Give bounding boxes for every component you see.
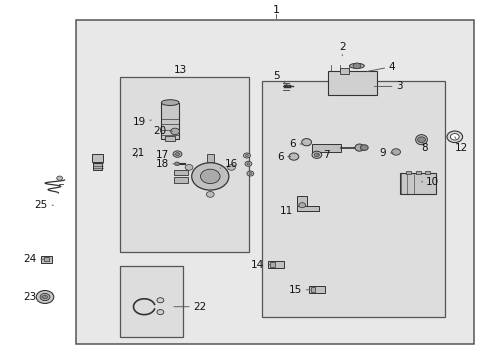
Text: 20: 20	[153, 126, 172, 136]
Circle shape	[206, 192, 214, 197]
Ellipse shape	[415, 135, 427, 145]
Text: 17: 17	[155, 150, 174, 160]
Circle shape	[42, 295, 47, 299]
Text: 18: 18	[155, 159, 174, 169]
Text: 3: 3	[374, 81, 402, 91]
Text: 9: 9	[379, 148, 392, 158]
Text: 14: 14	[250, 260, 269, 270]
Circle shape	[314, 153, 319, 157]
Bar	[415, 171, 420, 174]
Circle shape	[36, 291, 54, 303]
Text: 4: 4	[366, 62, 395, 72]
Bar	[261, 81, 444, 317]
Bar	[120, 77, 249, 252]
Circle shape	[246, 171, 253, 176]
Text: 6: 6	[288, 139, 302, 149]
Text: 1: 1	[272, 5, 279, 15]
Text: 8: 8	[421, 143, 427, 153]
Bar	[206, 154, 213, 162]
Circle shape	[248, 172, 251, 175]
Bar	[405, 171, 410, 174]
Bar	[41, 256, 52, 263]
Bar	[425, 171, 429, 174]
Circle shape	[311, 151, 321, 158]
Circle shape	[170, 128, 179, 135]
Bar	[174, 177, 187, 183]
Ellipse shape	[161, 100, 179, 105]
Circle shape	[449, 134, 458, 140]
Bar	[270, 262, 275, 267]
Circle shape	[417, 137, 425, 143]
Text: 5: 5	[272, 71, 288, 86]
Circle shape	[157, 310, 163, 315]
Circle shape	[301, 139, 311, 146]
Bar	[297, 196, 306, 211]
Text: 11: 11	[280, 206, 299, 216]
Text: 24: 24	[23, 254, 43, 264]
Circle shape	[157, 298, 163, 303]
Ellipse shape	[349, 63, 364, 68]
Text: 12: 12	[454, 137, 467, 153]
Text: 6: 6	[276, 152, 290, 162]
Text: 23: 23	[23, 292, 42, 302]
Circle shape	[288, 153, 298, 160]
Bar	[327, 71, 376, 94]
Bar	[308, 286, 324, 293]
Circle shape	[227, 165, 235, 170]
Bar	[43, 257, 49, 261]
Bar	[92, 154, 103, 162]
Circle shape	[174, 162, 179, 166]
Text: 15: 15	[288, 285, 309, 295]
Circle shape	[391, 149, 400, 155]
Bar	[399, 173, 435, 194]
Bar	[268, 261, 284, 268]
Circle shape	[360, 145, 367, 150]
Text: 13: 13	[174, 65, 187, 75]
Text: 22: 22	[174, 302, 206, 312]
Ellipse shape	[354, 144, 363, 151]
Circle shape	[245, 154, 248, 157]
Circle shape	[200, 169, 220, 184]
Bar	[174, 170, 187, 175]
Bar	[93, 163, 102, 170]
Circle shape	[298, 203, 305, 208]
Circle shape	[40, 293, 50, 301]
Bar	[76, 20, 473, 344]
Circle shape	[185, 165, 193, 170]
Circle shape	[446, 131, 462, 143]
Text: 10: 10	[421, 177, 438, 187]
Text: 19: 19	[132, 117, 151, 127]
Circle shape	[243, 153, 250, 158]
Circle shape	[352, 63, 360, 69]
Circle shape	[191, 163, 228, 190]
Bar	[340, 68, 348, 73]
Text: 2: 2	[338, 42, 345, 56]
Circle shape	[57, 176, 62, 180]
Bar	[310, 287, 315, 292]
Bar	[161, 103, 179, 139]
Bar	[165, 136, 175, 141]
Text: 21: 21	[131, 148, 144, 158]
Circle shape	[244, 161, 251, 166]
Text: 25: 25	[35, 200, 53, 210]
Text: 7: 7	[316, 150, 329, 160]
Text: 16: 16	[220, 159, 238, 169]
Bar	[297, 206, 319, 211]
Circle shape	[175, 153, 179, 156]
Bar	[311, 144, 341, 152]
Circle shape	[246, 163, 249, 165]
Bar	[120, 266, 183, 337]
Circle shape	[173, 151, 182, 157]
